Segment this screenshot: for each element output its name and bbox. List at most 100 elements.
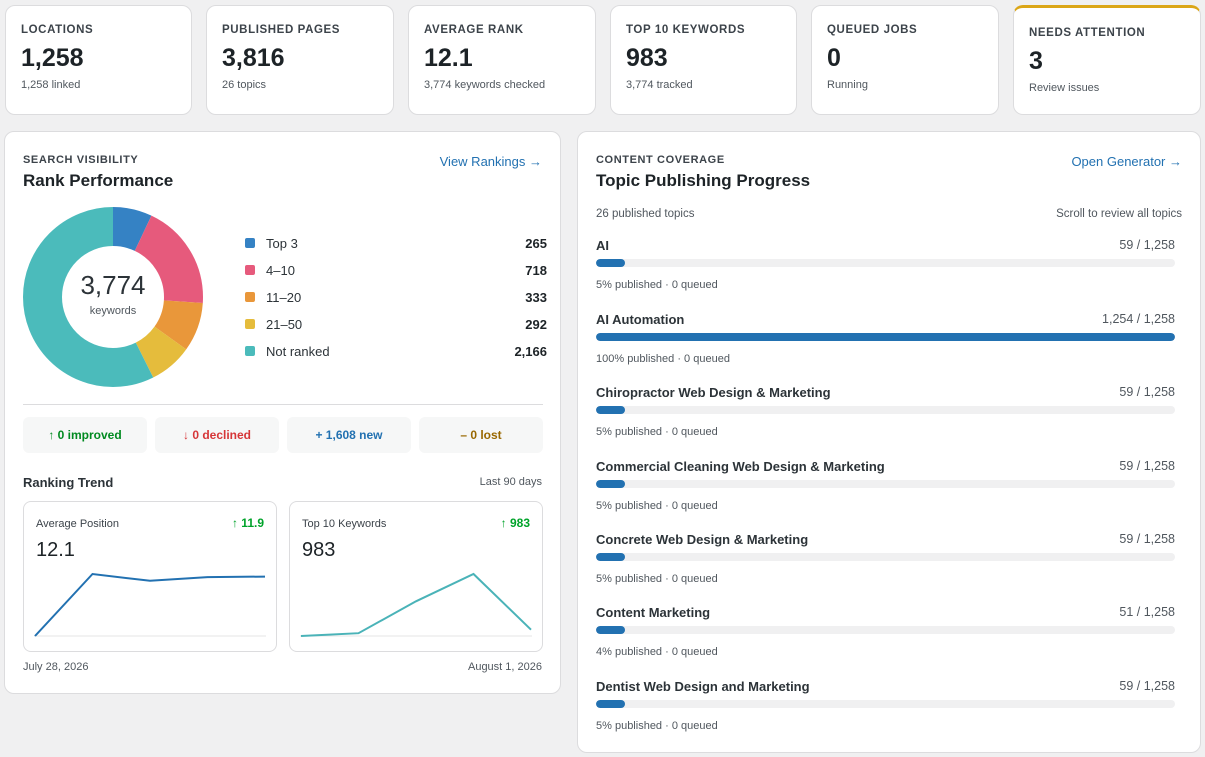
- topic-progress-fill: [596, 333, 1175, 341]
- rank-performance-panel: SEARCH VISIBILITY Rank Performance View …: [4, 131, 561, 694]
- topic-name: Concrete Web Design & Marketing: [596, 532, 809, 547]
- topic-progress-fill: [596, 480, 625, 488]
- trend-delta: ↑ 983: [500, 516, 530, 530]
- trend-title: Ranking Trend: [23, 475, 114, 490]
- stat-label: NEEDS ATTENTION: [1029, 27, 1146, 39]
- topic-status: 4% published · 0 queued: [596, 646, 718, 658]
- donut-total-label: keywords: [89, 305, 137, 317]
- topic-progress-fill: [596, 259, 625, 267]
- donut-total: 3,774: [80, 270, 146, 300]
- trend-value: 983: [302, 539, 336, 561]
- stat-value: 3,816: [222, 44, 285, 72]
- topic-row: Chiropractor Web Design & Marketing 59 /…: [596, 385, 1175, 457]
- topic-row: AI 59 / 1,258 5% published · 0 queued: [596, 238, 1175, 310]
- legend-item-21-50: 21–50 292: [243, 315, 547, 335]
- stat-card-top-10-keywords[interactable]: TOP 10 KEYWORDS 983 3,774 tracked: [610, 5, 797, 115]
- topic-row: Dentist Web Design and Marketing 59 / 1,…: [596, 679, 1175, 751]
- legend-item-4-10: 4–10 718: [243, 261, 547, 281]
- panel-title: Rank Performance: [23, 171, 174, 190]
- trend-label: Top 10 Keywords: [302, 518, 387, 530]
- topic-name: AI Automation: [596, 312, 685, 327]
- topic-row: Commercial Cleaning Web Design & Marketi…: [596, 459, 1175, 531]
- stat-label: PUBLISHED PAGES: [222, 24, 341, 36]
- sparkline-path: [300, 572, 532, 637]
- stat-value: 12.1: [424, 44, 473, 72]
- topic-progress-fill: [596, 553, 625, 561]
- topic-name: AI: [596, 238, 609, 253]
- legend-count: 2,166: [514, 344, 547, 359]
- trend-card-average-position: Average Position ↑ 11.9 12.1: [23, 501, 277, 652]
- topic-progress-bar: [596, 259, 1175, 267]
- legend-count: 333: [525, 290, 547, 305]
- legend-swatch: [245, 265, 255, 275]
- topic-status: 5% published · 0 queued: [596, 573, 718, 585]
- topic-progress-bar: [596, 480, 1175, 488]
- trend-delta: ↑ 11.9: [231, 516, 264, 530]
- donut-slice[interactable]: [23, 207, 203, 387]
- stat-label: LOCATIONS: [21, 24, 94, 36]
- view-rankings-link[interactable]: View Rankings →: [439, 154, 542, 169]
- topic-progress-bar: [596, 700, 1175, 708]
- topic-status: 5% published · 0 queued: [596, 279, 718, 291]
- sparkline: [300, 572, 532, 637]
- donut-center: 3,774 keywords: [23, 270, 203, 317]
- topic-row: AI Automation 1,254 / 1,258 100% publish…: [596, 312, 1175, 384]
- chip-new[interactable]: + 1,608 new: [287, 417, 411, 453]
- legend-name: 4–10: [266, 263, 295, 278]
- topic-row: Concrete Web Design & Marketing 59 / 1,2…: [596, 532, 1175, 604]
- legend-count: 718: [525, 263, 547, 278]
- topic-count: 59 / 1,258: [1119, 385, 1175, 399]
- topic-progress-fill: [596, 700, 625, 708]
- stat-sub: 26 topics: [222, 79, 267, 91]
- topic-progress-fill: [596, 406, 625, 414]
- topic-row: Content Marketing 51 / 1,258 4% publishe…: [596, 605, 1175, 677]
- legend-item-top-3: Top 3 265: [243, 234, 547, 254]
- topic-name: Dentist Web Design and Marketing: [596, 679, 810, 694]
- trend-date-start: July 28, 2026: [23, 661, 89, 673]
- scroll-hint: Scroll to review all topics: [1056, 208, 1182, 220]
- topic-progress-bar: [596, 626, 1175, 634]
- topic-status: 5% published · 0 queued: [596, 500, 718, 512]
- stat-card-published-pages[interactable]: PUBLISHED PAGES 3,816 26 topics: [206, 5, 394, 115]
- legend-name: Not ranked: [266, 344, 330, 359]
- trend-value: 12.1: [36, 539, 75, 561]
- trend-date-end: August 1, 2026: [467, 661, 542, 673]
- stat-sub: Review issues: [1029, 82, 1100, 94]
- stat-card-queued-jobs[interactable]: QUEUED JOBS 0 Running: [811, 5, 999, 115]
- panel-eyebrow: CONTENT COVERAGE: [596, 154, 725, 166]
- stat-card-average-rank[interactable]: AVERAGE RANK 12.1 3,774 keywords checked: [408, 5, 596, 115]
- stat-sub: 1,258 linked: [21, 79, 81, 91]
- stat-label: AVERAGE RANK: [424, 24, 524, 36]
- chip-improved[interactable]: ↑ 0 improved: [23, 417, 147, 453]
- stat-card-locations[interactable]: LOCATIONS 1,258 1,258 linked: [5, 5, 192, 115]
- sparkline-path: [34, 572, 266, 637]
- topic-progress-fill: [596, 626, 625, 634]
- panel-eyebrow: SEARCH VISIBILITY: [23, 154, 139, 166]
- stat-value: 983: [626, 44, 668, 72]
- trend-label: Average Position: [36, 518, 119, 530]
- topic-status: 5% published · 0 queued: [596, 720, 718, 732]
- topic-name: Content Marketing: [596, 605, 711, 620]
- donut-slice[interactable]: [23, 207, 203, 387]
- chip-declined[interactable]: ↓ 0 declined: [155, 417, 279, 453]
- legend-item-11-20: 11–20 333: [243, 288, 547, 308]
- topic-status: 100% published · 0 queued: [596, 353, 730, 365]
- legend-item-not-ranked: Not ranked 2,166: [243, 342, 547, 362]
- stat-sub: 3,774 keywords checked: [424, 79, 546, 91]
- panel-title: Topic Publishing Progress: [596, 171, 811, 190]
- topic-progress-bar: [596, 406, 1175, 414]
- legend-swatch: [245, 319, 255, 329]
- divider: [23, 404, 543, 405]
- stat-card-needs-attention[interactable]: NEEDS ATTENTION 3 Review issues: [1013, 5, 1201, 115]
- rank-donut-chart: [23, 207, 203, 387]
- open-generator-link[interactable]: Open Generator →: [1071, 154, 1182, 169]
- topic-count: 1,254 / 1,258: [1102, 312, 1175, 326]
- stat-value: 0: [827, 44, 841, 72]
- chip-lost[interactable]: – 0 lost: [419, 417, 543, 453]
- topic-status: 5% published · 0 queued: [596, 426, 718, 438]
- legend-name: 21–50: [266, 317, 303, 332]
- content-coverage-panel[interactable]: CONTENT COVERAGE Topic Publishing Progre…: [577, 131, 1201, 753]
- topic-name: Chiropractor Web Design & Marketing: [596, 385, 831, 400]
- topic-progress-bar: [596, 553, 1175, 561]
- legend-name: Top 3: [266, 236, 298, 251]
